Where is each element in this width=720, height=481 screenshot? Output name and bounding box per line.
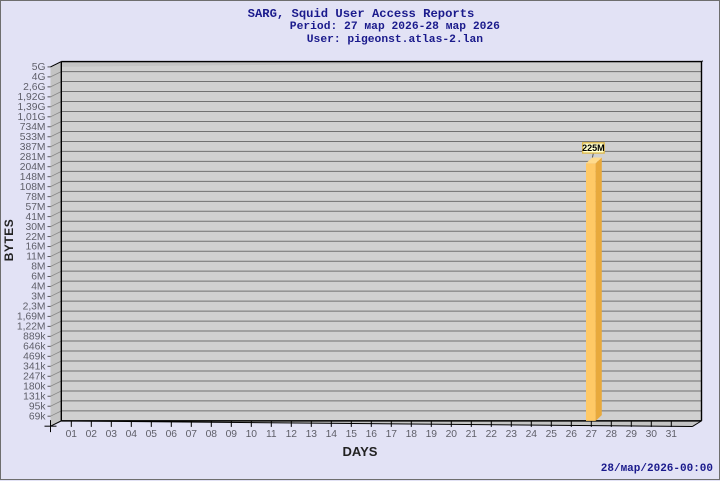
- svg-text:08: 08: [206, 429, 218, 440]
- svg-text:10: 10: [246, 429, 258, 440]
- svg-text:21: 21: [466, 429, 478, 440]
- svg-text:14: 14: [326, 429, 338, 440]
- svg-text:69k: 69k: [29, 411, 46, 422]
- svg-text:22: 22: [486, 429, 498, 440]
- svg-text:29: 29: [626, 429, 638, 440]
- svg-text:02: 02: [86, 429, 98, 440]
- svg-text:06: 06: [166, 429, 178, 440]
- svg-text:01: 01: [66, 429, 78, 440]
- svg-text:225M: 225M: [582, 143, 605, 153]
- svg-text:03: 03: [106, 429, 118, 440]
- svg-text:15: 15: [346, 429, 358, 440]
- svg-text:30: 30: [646, 429, 658, 440]
- svg-text:18: 18: [406, 429, 418, 440]
- svg-text:11: 11: [266, 429, 277, 440]
- svg-text:04: 04: [126, 429, 138, 440]
- svg-text:17: 17: [386, 429, 398, 440]
- svg-text:25: 25: [546, 429, 558, 440]
- svg-text:26: 26: [566, 429, 578, 440]
- svg-text:12: 12: [286, 429, 298, 440]
- svg-text:23: 23: [506, 429, 518, 440]
- svg-text:09: 09: [226, 429, 238, 440]
- svg-text:31: 31: [666, 429, 678, 440]
- svg-text:28: 28: [606, 429, 618, 440]
- svg-text:05: 05: [146, 429, 158, 440]
- svg-text:20: 20: [446, 429, 458, 440]
- svg-text:19: 19: [426, 429, 438, 440]
- svg-text:27: 27: [586, 429, 598, 440]
- svg-text:07: 07: [186, 429, 198, 440]
- svg-text:16: 16: [366, 429, 378, 440]
- svg-text:13: 13: [306, 429, 318, 440]
- svg-text:24: 24: [526, 429, 538, 440]
